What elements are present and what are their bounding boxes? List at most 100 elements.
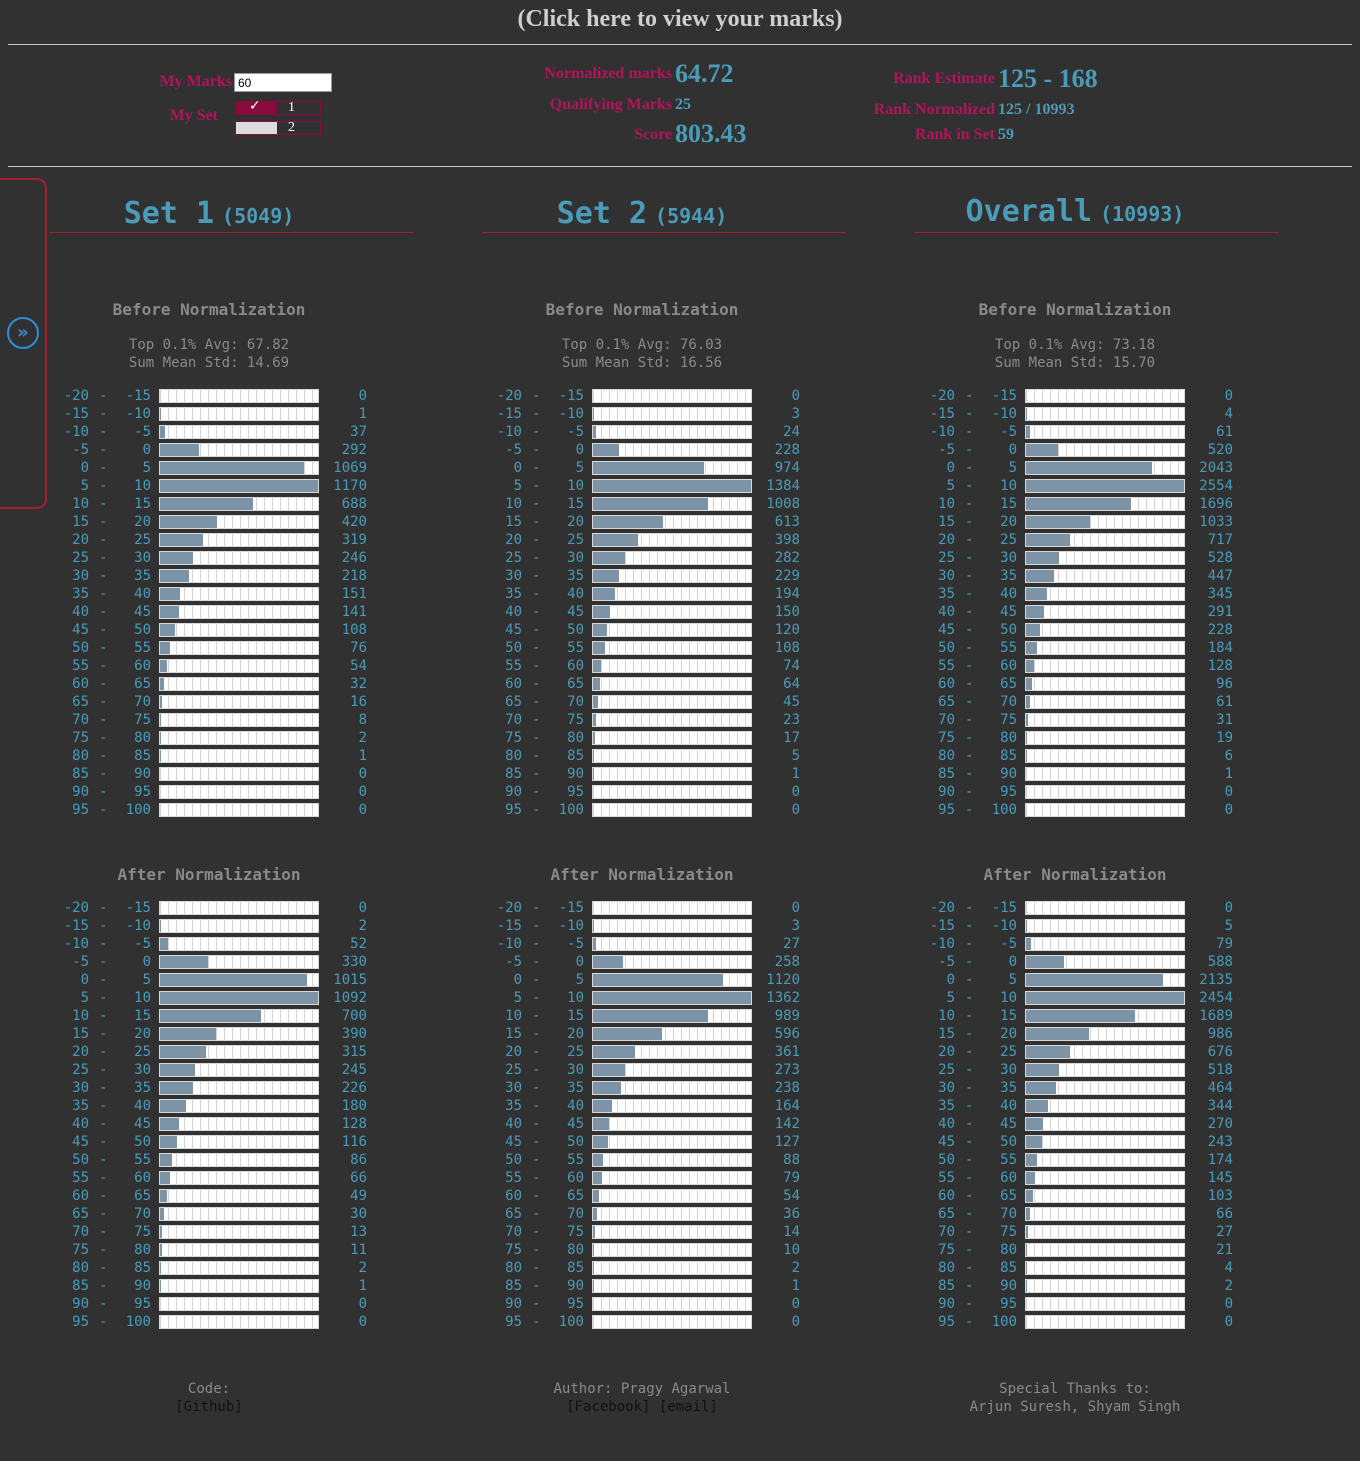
range-dash: - — [532, 972, 541, 988]
histogram-bar — [1025, 1243, 1185, 1257]
bin-count: 1092 — [333, 990, 367, 1006]
histogram-bar-fill — [1026, 552, 1059, 564]
range-low: 95 — [72, 802, 89, 818]
bin-count: 218 — [341, 568, 367, 584]
range-dash: - — [532, 712, 541, 728]
histogram-bar-fill — [160, 1136, 177, 1148]
bin-count: 151 — [341, 586, 367, 602]
range-high: 45 — [1000, 604, 1017, 620]
range-dash: - — [99, 1224, 108, 1240]
range-low: 85 — [938, 766, 955, 782]
range-high: 25 — [567, 1044, 584, 1060]
histogram-row: -5- 0 588 — [915, 954, 1325, 972]
histogram-bar-fill — [593, 462, 705, 474]
histogram-bar — [1025, 1279, 1185, 1293]
range-dash: - — [99, 900, 108, 916]
range-high: -10 — [558, 406, 584, 422]
range-high: 95 — [567, 784, 584, 800]
bin-count: 1696 — [1199, 496, 1233, 512]
set-2-checkbox[interactable] — [236, 122, 277, 134]
histogram-bar — [1025, 569, 1185, 583]
column-title: Set 2 (5944) — [482, 196, 802, 231]
histogram-bar-fill — [593, 624, 607, 636]
histogram-row: -10- -5 37 — [49, 424, 459, 442]
range-dash: - — [965, 1116, 974, 1132]
histogram-bar — [159, 623, 319, 637]
column-divider — [49, 232, 413, 233]
histogram-bar — [1025, 695, 1185, 709]
histogram-bar-fill — [1026, 1082, 1056, 1094]
range-high: 60 — [1000, 1170, 1017, 1186]
bin-count: 613 — [774, 514, 800, 530]
histogram-bar-fill — [1026, 1100, 1049, 1112]
range-dash: - — [99, 784, 108, 800]
range-dash: - — [532, 424, 541, 440]
histogram-row: 85- 90 1 — [49, 1278, 459, 1296]
bin-count: 1689 — [1199, 1008, 1233, 1024]
histogram-row: 10- 15 1696 — [915, 496, 1325, 514]
range-low: 40 — [938, 1116, 955, 1132]
range-dash: - — [532, 694, 541, 710]
set-option-2[interactable]: 2 — [235, 120, 321, 135]
histogram-bar — [1025, 785, 1185, 799]
range-high: 55 — [134, 1152, 151, 1168]
histogram-row: 85- 90 1 — [915, 766, 1325, 784]
bin-count: 291 — [1207, 604, 1233, 620]
histogram-bar — [592, 1243, 752, 1257]
range-high: 10 — [1000, 990, 1017, 1006]
column-set-1: Set 1 (5049) Before Normalization Top 0.1% … — [49, 0, 459, 1461]
range-high: -10 — [991, 406, 1017, 422]
range-high: -15 — [125, 900, 151, 916]
range-high: 85 — [134, 748, 151, 764]
range-low: 40 — [505, 604, 522, 620]
histogram-bar-fill — [160, 624, 175, 636]
histogram-row: 70- 75 13 — [49, 1224, 459, 1242]
histogram-bar — [592, 533, 752, 547]
bin-count: 31 — [1216, 712, 1233, 728]
footer-link-facebook[interactable]: [Facebook] — [566, 1399, 651, 1415]
bin-count: 1 — [1224, 766, 1233, 782]
range-dash: - — [99, 748, 108, 764]
bin-count: 447 — [1207, 568, 1233, 584]
bin-count: 245 — [341, 1062, 367, 1078]
score-label: Score — [634, 126, 672, 143]
histogram-row: 35- 40 344 — [915, 1098, 1325, 1116]
histogram-bar — [159, 1099, 319, 1113]
footer-link-github[interactable]: [Github] — [175, 1399, 243, 1415]
set-option-1[interactable]: ✓ 1 — [235, 98, 321, 115]
histogram-row: -10- -5 52 — [49, 936, 459, 954]
bin-count: 2 — [358, 1260, 367, 1276]
histogram-bar-fill — [160, 1082, 193, 1094]
range-dash: - — [532, 658, 541, 674]
histogram-bar-fill — [593, 1208, 598, 1220]
range-low: 80 — [938, 748, 955, 764]
range-dash: - — [532, 496, 541, 512]
range-high: 0 — [142, 954, 151, 970]
range-low: 95 — [505, 1314, 522, 1330]
double-chevron-right-icon[interactable]: » — [7, 317, 39, 349]
histogram-bar — [159, 695, 319, 709]
view-marks-link[interactable]: (Click here to view your marks) — [517, 6, 843, 32]
histogram-bar — [592, 515, 752, 529]
histogram-row: 60- 65 103 — [915, 1188, 1325, 1206]
histogram-row: 30- 35 218 — [49, 568, 459, 586]
set-1-checkbox[interactable]: ✓ — [236, 98, 277, 114]
histogram-bar — [1025, 973, 1185, 987]
range-low: 45 — [72, 1134, 89, 1150]
bin-count: 243 — [1207, 1134, 1233, 1150]
rank-in-set-label: Rank in Set — [914, 126, 995, 143]
bin-count: 10 — [783, 1242, 800, 1258]
range-low: 5 — [513, 478, 522, 494]
histogram-bar — [159, 767, 319, 781]
range-dash: - — [532, 766, 541, 782]
histogram-bar-fill — [1026, 714, 1028, 726]
bin-count: 180 — [341, 1098, 367, 1114]
bin-count: 986 — [1207, 1026, 1233, 1042]
range-low: 75 — [505, 1242, 522, 1258]
range-low: 0 — [946, 972, 955, 988]
bin-count: 194 — [774, 586, 800, 602]
bin-count: 0 — [358, 766, 367, 782]
my-marks-input[interactable] — [234, 73, 332, 92]
footer-link-email[interactable]: [email] — [658, 1399, 718, 1415]
range-low: -10 — [496, 936, 522, 952]
